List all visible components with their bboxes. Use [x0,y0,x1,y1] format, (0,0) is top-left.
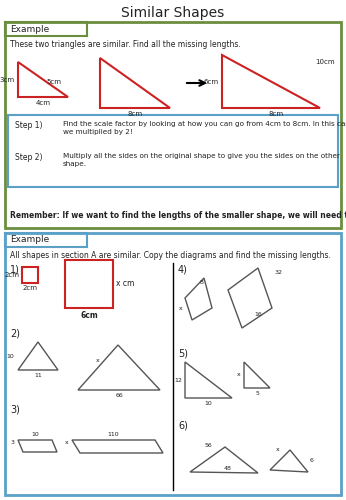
Text: x cm: x cm [116,280,134,288]
Bar [22,267,38,283]
Text: 110: 110 [107,432,119,437]
Text: 1): 1) [10,265,20,275]
Text: 3): 3) [10,405,20,415]
Text: Step 2): Step 2) [15,153,43,162]
Text: 10: 10 [6,354,14,358]
Text: 4): 4) [178,265,188,275]
Text: Remember: If we want to find the lengths of the smaller shape, we will need to d: Remember: If we want to find the lengths… [10,212,346,220]
Text: 16: 16 [254,312,262,317]
Text: 66: 66 [115,393,123,398]
Text: 32: 32 [275,270,283,274]
Bar [65,260,113,308]
Text: 5cm: 5cm [46,78,61,84]
Text: 2cm: 2cm [5,272,20,278]
Text: 5: 5 [255,391,259,396]
Text: x: x [179,306,183,310]
Text: Example: Example [10,236,49,244]
Text: 3: 3 [11,440,15,446]
Text: 4cm: 4cm [36,100,51,106]
Text: 10cm: 10cm [315,59,335,65]
Text: Example: Example [10,24,49,34]
Text: 48: 48 [224,466,232,470]
Bar [5,233,341,495]
Text: 2cm: 2cm [22,285,37,291]
Text: Find the scale factor by looking at how you can go from 4cm to 8cm. In this case: Find the scale factor by looking at how … [63,121,346,135]
Text: 2): 2) [10,328,20,338]
Text: 8cm: 8cm [268,111,284,117]
Text: Step 1): Step 1) [15,121,43,130]
Text: 8: 8 [200,280,204,284]
Text: 6: 6 [310,458,314,462]
Text: Similar Shapes: Similar Shapes [121,6,225,20]
Bar [5,22,341,228]
Text: These two triangles are similar. Find all the missing lengths.: These two triangles are similar. Find al… [10,40,241,49]
Bar [8,115,338,187]
Text: 6cm: 6cm [204,78,219,84]
Text: 10: 10 [31,432,39,437]
Text: 56: 56 [204,443,212,448]
Text: 6): 6) [178,420,188,430]
Text: x: x [276,447,280,452]
Text: x: x [237,372,241,378]
Text: 5): 5) [178,348,188,358]
Text: 3cm: 3cm [0,76,15,82]
Text: 12: 12 [174,378,182,382]
Text: 8cm: 8cm [127,111,143,117]
Text: 6cm: 6cm [80,311,98,320]
Text: Multiply all the sides on the original shape to give you the sides on the other
: Multiply all the sides on the original s… [63,153,340,167]
Text: All shapes in section A are similar. Copy the diagrams and find the missing leng: All shapes in section A are similar. Cop… [10,251,331,260]
Text: 11: 11 [34,373,42,378]
Text: 10: 10 [204,401,212,406]
Text: x: x [65,440,69,446]
Text: x: x [96,358,100,362]
